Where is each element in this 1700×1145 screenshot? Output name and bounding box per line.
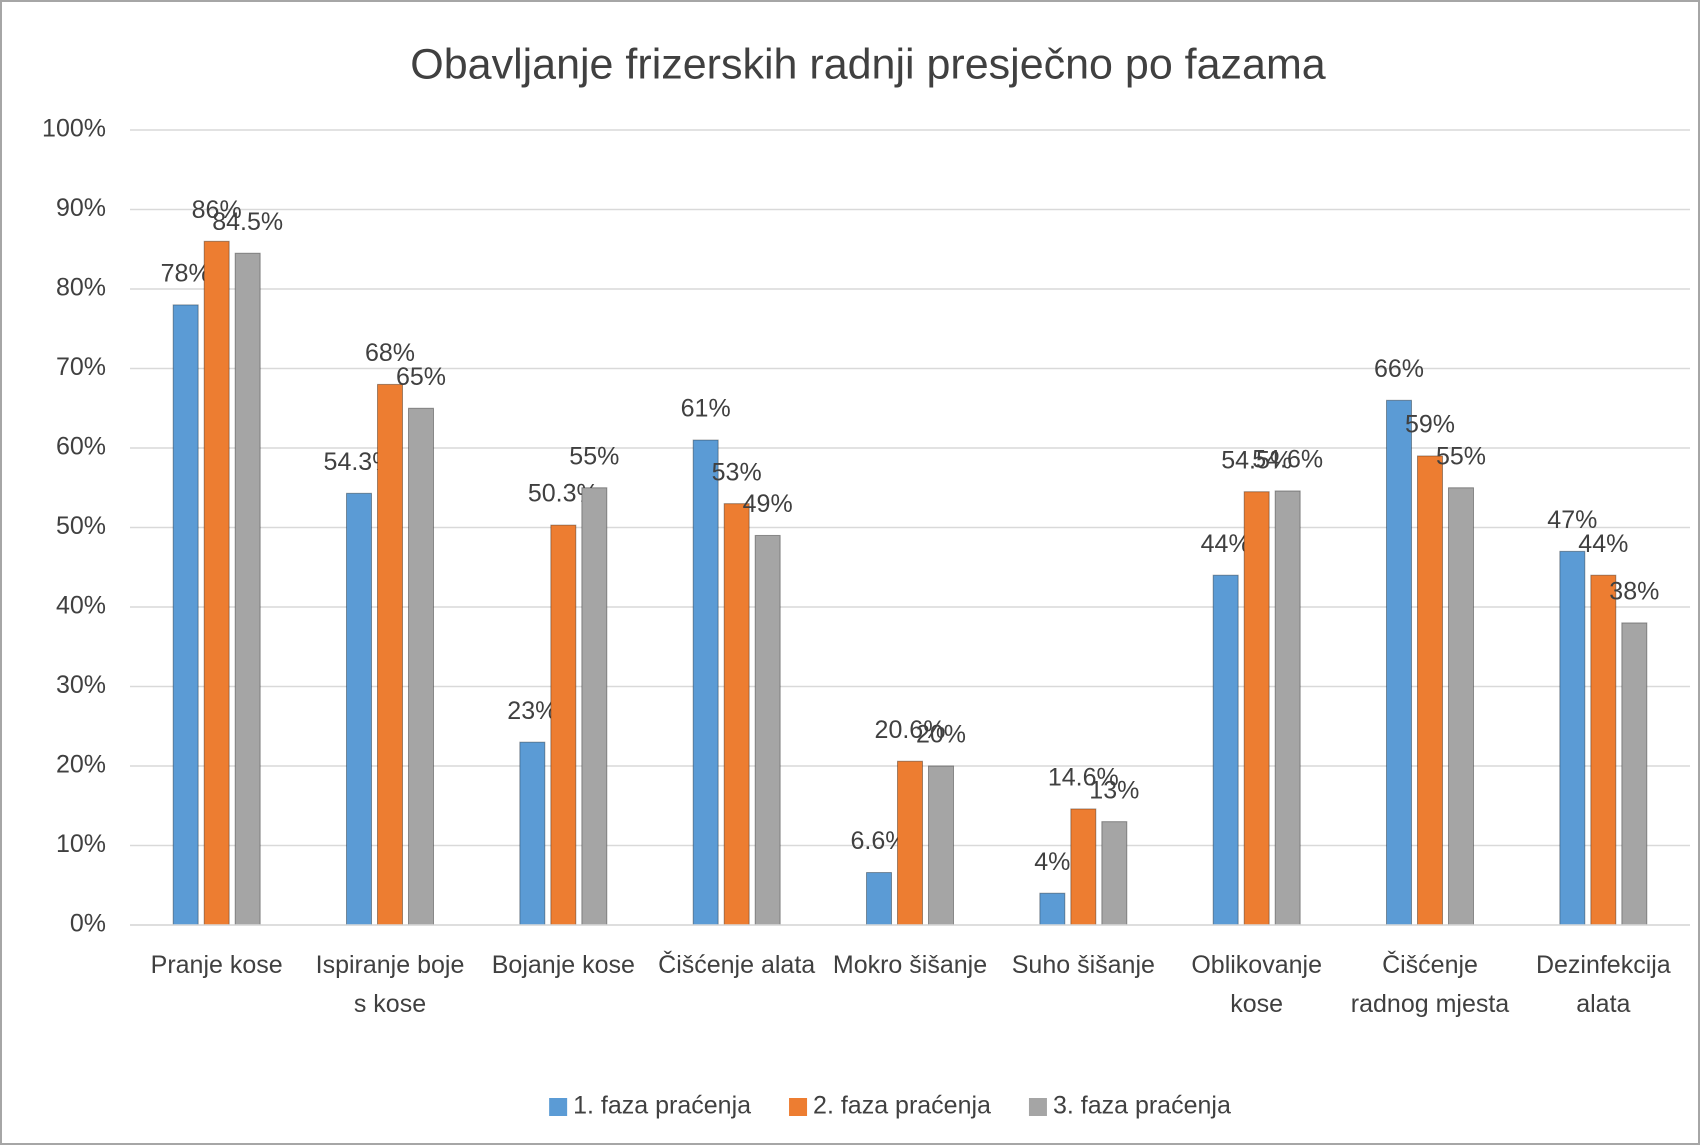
bar xyxy=(1448,487,1474,926)
bar xyxy=(897,760,923,926)
y-tick-label: 70% xyxy=(56,353,106,381)
bar xyxy=(1101,821,1128,926)
data-label: 84.5% xyxy=(212,208,283,236)
x-tick-label: Ispiranje boje s kose xyxy=(316,951,465,1018)
y-tick-label: 60% xyxy=(56,433,106,461)
bar xyxy=(550,524,577,926)
legend-swatch xyxy=(789,1098,808,1116)
data-label: 23% xyxy=(507,697,557,725)
data-label: 47% xyxy=(1547,506,1597,534)
data-label: 14.6% xyxy=(1048,764,1119,792)
bar xyxy=(1559,550,1586,926)
bar xyxy=(692,439,719,926)
y-tick-label: 100% xyxy=(42,115,106,143)
y-tick-label: 20% xyxy=(56,751,106,779)
data-label: 65% xyxy=(396,363,446,391)
y-tick-label: 80% xyxy=(56,274,106,302)
bar xyxy=(1070,808,1097,926)
data-label: 54.5% xyxy=(1221,446,1292,474)
data-label: 55% xyxy=(569,442,619,470)
bar xyxy=(172,304,199,926)
bar xyxy=(1243,491,1270,926)
bar xyxy=(203,240,230,926)
chart-title: Obavljanje frizerskih radnji presječno p… xyxy=(410,40,1325,88)
x-tick-label: Bojanje kose xyxy=(492,951,635,979)
y-tick-label: 10% xyxy=(56,830,106,858)
data-label: 44% xyxy=(1578,530,1628,558)
bar xyxy=(581,487,608,926)
bar xyxy=(519,741,546,926)
x-tick-label: Mokro šišanje xyxy=(833,951,987,979)
data-label: 49% xyxy=(743,490,793,518)
data-label: 66% xyxy=(1374,355,1424,383)
data-label: 53% xyxy=(712,458,762,486)
bar xyxy=(1039,892,1066,926)
bar xyxy=(346,492,372,926)
bar xyxy=(754,534,781,926)
data-label: 78% xyxy=(161,260,211,288)
y-tick-label: 0% xyxy=(70,910,106,938)
x-tick-label: Čišćenje radnog mjesta xyxy=(1351,950,1510,1018)
y-tick-label: 50% xyxy=(56,512,106,540)
data-label: 20% xyxy=(916,721,966,749)
data-label: 54.6% xyxy=(1252,446,1323,474)
bar xyxy=(377,383,403,926)
bar xyxy=(928,765,954,926)
x-tick-label: Suho šišanje xyxy=(1012,951,1155,979)
data-label: 59% xyxy=(1405,411,1455,439)
legend-swatch xyxy=(1028,1098,1047,1116)
data-label: 55% xyxy=(1436,442,1486,470)
data-label: 68% xyxy=(365,339,415,367)
bar xyxy=(1386,399,1412,926)
bar xyxy=(408,407,434,926)
bar xyxy=(1417,455,1443,926)
legend-swatch xyxy=(549,1098,568,1116)
y-tick-label: 40% xyxy=(56,592,106,620)
x-tick-label: Dezinfekcija alata xyxy=(1536,951,1671,1018)
data-label: 20.6% xyxy=(875,716,946,744)
data-label: 38% xyxy=(1609,578,1659,606)
y-tick-label: 90% xyxy=(56,194,106,222)
x-tick-label: Pranje kose xyxy=(151,951,283,979)
bar xyxy=(1590,574,1617,926)
data-label: 61% xyxy=(681,395,731,423)
data-label: 44% xyxy=(1201,530,1251,558)
legend: 1. faza praćenja 2. faza praćenja 3. faza … xyxy=(549,1092,1231,1120)
bar xyxy=(1621,622,1648,926)
data-label: 4% xyxy=(1034,848,1070,876)
bar xyxy=(866,872,892,926)
legend-label: 2. faza praćenja xyxy=(813,1092,991,1120)
data-label: 13% xyxy=(1089,776,1139,804)
data-label: 86% xyxy=(192,196,242,224)
bar xyxy=(1212,574,1239,926)
x-tick-label: Čišćenje alata xyxy=(658,950,815,979)
legend-label: 1. faza praćenja xyxy=(573,1092,751,1120)
bar xyxy=(234,252,261,926)
legend-label: 3. faza praćenja xyxy=(1053,1092,1231,1120)
bar xyxy=(723,503,750,926)
bar xyxy=(1274,490,1301,926)
x-tick-label: Oblikovanje kose xyxy=(1191,951,1322,1018)
y-tick-label: 30% xyxy=(56,671,106,699)
